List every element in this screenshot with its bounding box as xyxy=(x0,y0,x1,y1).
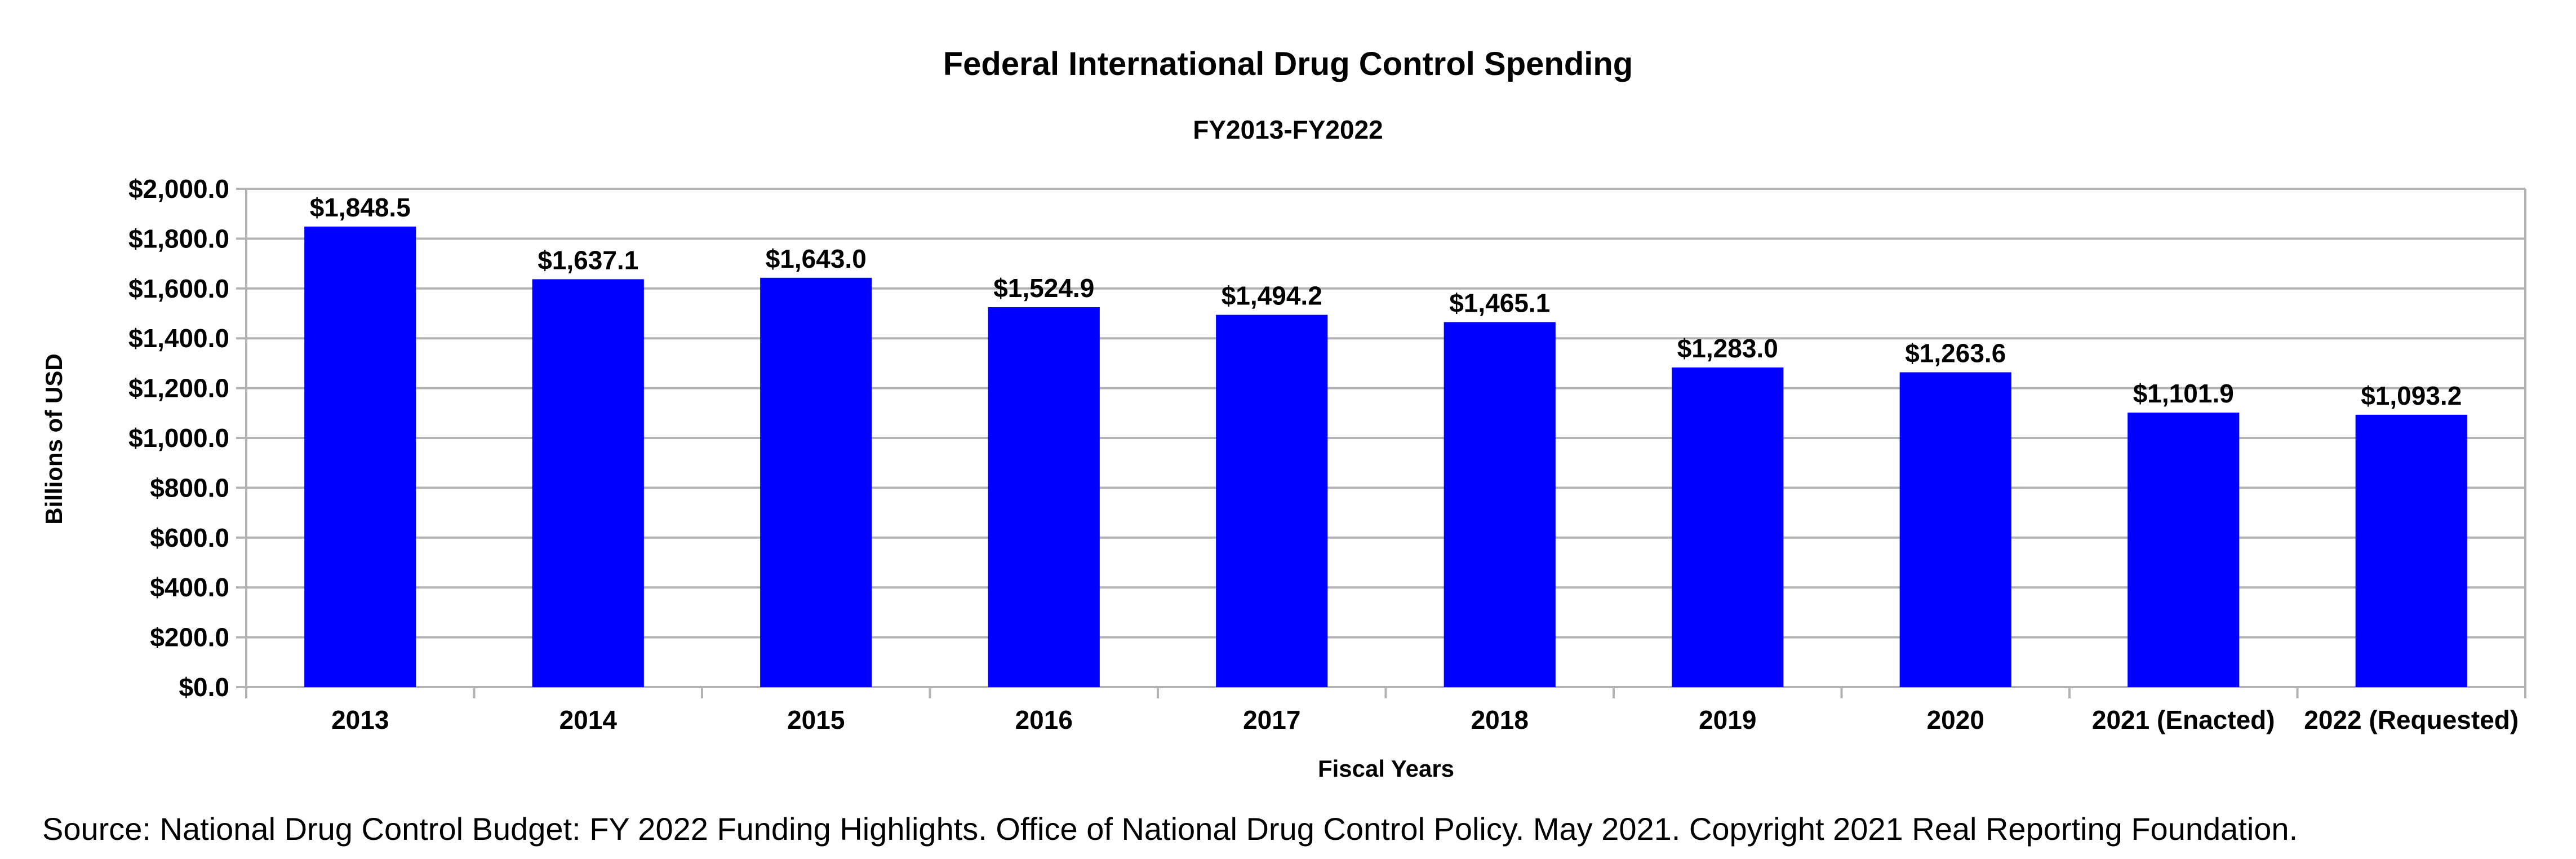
data-label: $1,848.5 xyxy=(310,193,411,222)
bar-2022 xyxy=(2355,414,2467,687)
data-label: $1,101.9 xyxy=(2133,379,2234,408)
bar-2019 xyxy=(1672,367,1784,687)
y-axis-ticks: $0.0 $200.0 $400.0 $600.0 $800.0 $1,000.0 $1,2… xyxy=(128,174,229,702)
y-tick-label: $400.0 xyxy=(150,573,229,602)
y-tick-label: $800.0 xyxy=(150,473,229,502)
chart-subtitle: FY2013-FY2022 xyxy=(1193,115,1383,144)
data-label: $1,283.0 xyxy=(1677,334,1778,363)
x-tick-label: 2020 xyxy=(1927,705,1984,734)
y-tick-label: $200.0 xyxy=(150,623,229,652)
bar-2015 xyxy=(760,277,872,687)
bars xyxy=(304,226,2467,687)
x-tick-label: 2014 xyxy=(559,705,618,734)
data-label: $1,643.0 xyxy=(766,244,867,273)
x-axis-title: Fiscal Years xyxy=(1318,755,1454,782)
y-tick-label: $1,000.0 xyxy=(128,423,229,453)
x-tick-label: 2022 (Requested) xyxy=(2304,705,2519,734)
bar-2014 xyxy=(532,279,644,687)
y-tick-label: $1,800.0 xyxy=(128,224,229,253)
y-tick-label: $1,600.0 xyxy=(128,274,229,303)
x-axis-ticks: 2013 2014 2015 2016 2017 2018 2019 2020 2021 (En… xyxy=(331,705,2519,734)
data-label: $1,524.9 xyxy=(993,273,1094,303)
y-tick-label: $0.0 xyxy=(179,672,229,702)
y-tick-label: $2,000.0 xyxy=(128,174,229,203)
x-tick-label: 2013 xyxy=(331,705,389,734)
data-label: $1,465.1 xyxy=(1449,288,1550,317)
x-tick-label: 2015 xyxy=(787,705,845,734)
data-labels: $1,848.5 $1,637.1 $1,643.0 $1,524.9 $1,494.2… xyxy=(310,193,2462,410)
bar-2016 xyxy=(988,307,1100,687)
y-tick-label: $600.0 xyxy=(150,523,229,552)
bar-2021 xyxy=(2128,412,2240,687)
bar-2013 xyxy=(304,226,416,687)
data-label: $1,637.1 xyxy=(538,245,638,274)
x-tick-label: 2021 (Enacted) xyxy=(2092,705,2275,734)
y-axis-title: Billions of USD xyxy=(41,353,67,524)
y-tick-label: $1,200.0 xyxy=(128,374,229,403)
x-tick-label: 2017 xyxy=(1243,705,1300,734)
x-tick-label: 2018 xyxy=(1471,705,1529,734)
data-label: $1,263.6 xyxy=(1905,338,2006,367)
data-label: $1,494.2 xyxy=(1222,281,1322,311)
bar-2017 xyxy=(1216,315,1328,687)
x-tick-label: 2016 xyxy=(1015,705,1073,734)
y-tick-label: $1,400.0 xyxy=(128,324,229,353)
chart-title: Federal International Drug Control Spend… xyxy=(943,46,1633,82)
bar-2020 xyxy=(1899,372,2011,687)
x-tick-label: 2019 xyxy=(1699,705,1756,734)
bar-2018 xyxy=(1444,322,1556,687)
source-note: Source: National Drug Control Budget: FY… xyxy=(42,811,2298,847)
data-label: $1,093.2 xyxy=(2361,381,2462,410)
